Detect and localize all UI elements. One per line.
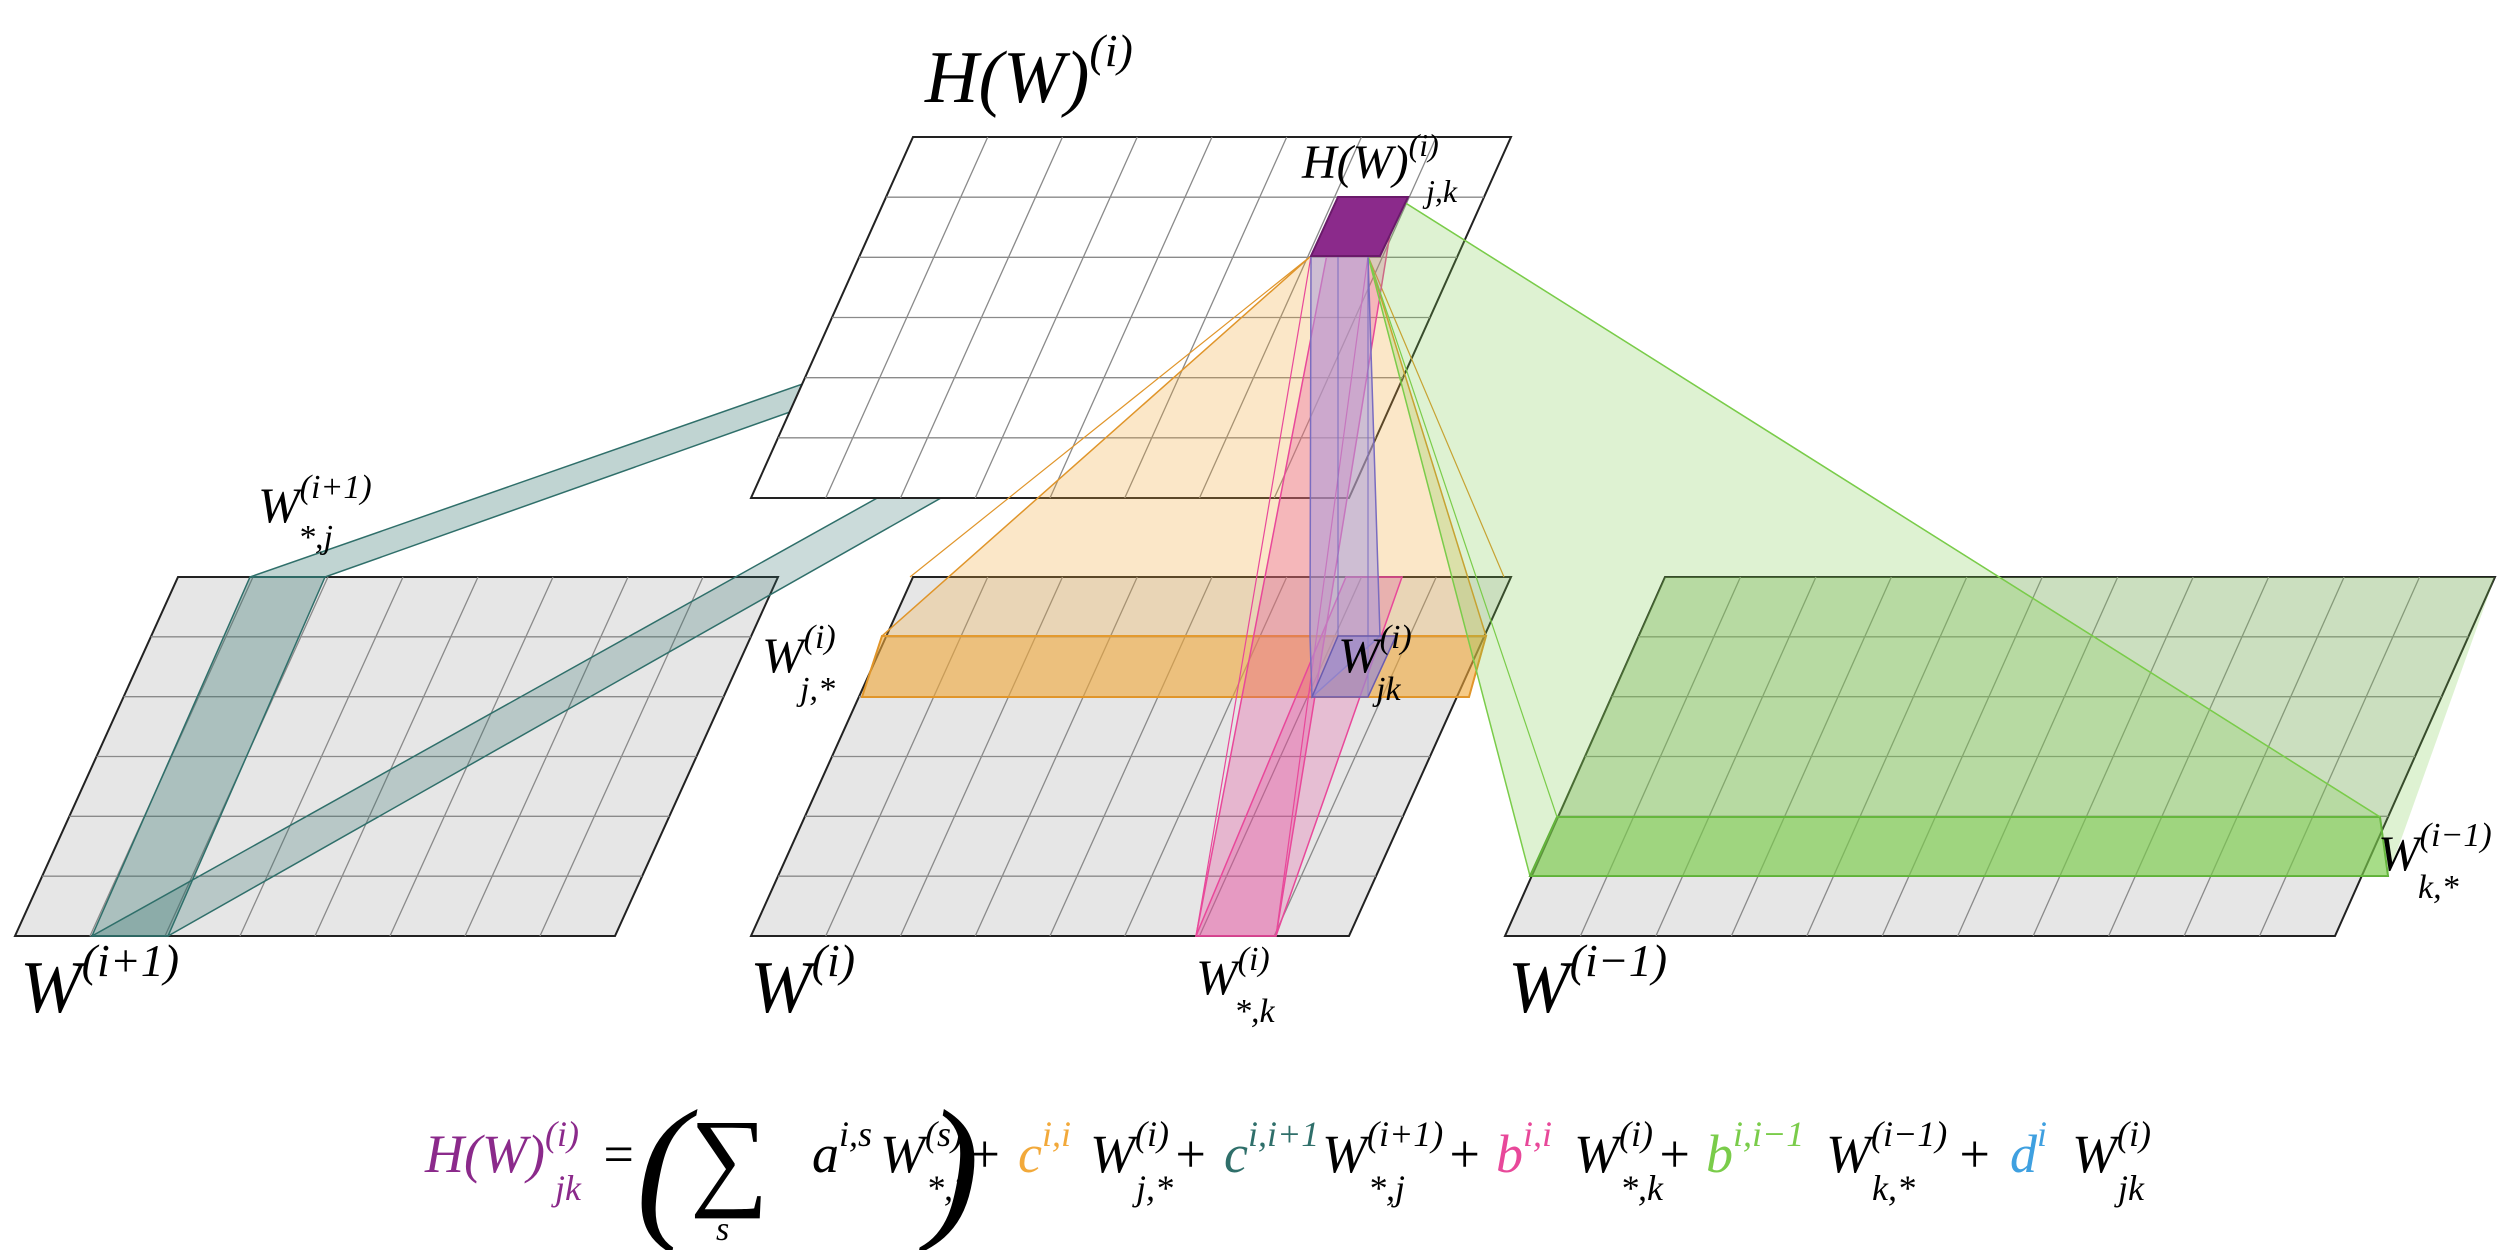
eq-t2-term: W(i+1) [1322, 1114, 1443, 1184]
label-left-column-sub: *,j [298, 519, 333, 556]
eq-plus-5: + [1956, 1124, 1992, 1184]
eq-t4-coef: bi,i−1 [1706, 1114, 1804, 1184]
eq-t2-term-sub: *,j [1368, 1168, 1405, 1208]
label-left-column: W(i+1) [258, 469, 372, 533]
eq-plus-2: + [1172, 1124, 1208, 1184]
eq-equals: = [600, 1124, 636, 1184]
green-row-highlight [1528, 816, 2390, 877]
label-left-matrix: W(i+1) [20, 935, 179, 1029]
eq-t2-coef: ci,i+1 [1224, 1114, 1319, 1184]
label-mid-cell-sub: jk [1372, 671, 1401, 708]
mid-cell-highlight [1310, 635, 1398, 698]
green-projection [1367, 195, 2495, 877]
output-cell-highlight [1309, 196, 1410, 257]
eq-t4-term-sub: k,* [1872, 1168, 1915, 1208]
eq-sigma: ∑ [690, 1097, 768, 1219]
eq-lhs-sub: jk [551, 1168, 582, 1208]
label-right-matrix: W(i−1) [1508, 935, 1667, 1029]
eq-t3-term: W(i) [1574, 1114, 1653, 1184]
label-right-row-sub: k,* [2418, 869, 2459, 906]
matrix-h-w-i-grid [778, 136, 1484, 499]
label-mid-cell: W(i) [1338, 619, 1412, 683]
label-right-row: W(i−1) [2378, 817, 2492, 881]
eq-t3-term-sub: *,k [1620, 1168, 1664, 1208]
eq-plus-4: + [1656, 1124, 1692, 1184]
eq-t5-term: W(i) [2072, 1114, 2151, 1184]
eq-t1-term: W(i) [1090, 1114, 1169, 1184]
label-mid-row-sub: j,* [796, 671, 835, 708]
label-mid-row: W(i) [762, 619, 836, 683]
blue-cell-prism [1309, 255, 1398, 699]
label-top-cell-sub: j,k [1422, 173, 1458, 209]
eq-t1-term-sub: j,* [1132, 1168, 1173, 1208]
eq-t1-coef: ci,i [1018, 1114, 1071, 1184]
eq-t3-coef: bi,i [1496, 1114, 1552, 1184]
equation: H(W)(i) jk = ( ∑ s ai,s W(s) *,* ) + ci,… [424, 1077, 2151, 1250]
matrix-w-i-plus-1-grid [13, 576, 780, 937]
label-top-matrix: H(W)(i) [924, 25, 1133, 119]
matrix-labels: H(W)(i) H(W)(i) j,k W(i+1) W(i) W(i−1) W… [20, 25, 2492, 1030]
eq-sigma-sub: s [716, 1211, 729, 1248]
label-mid-column: W(i) [1196, 941, 1270, 1005]
eq-close-paren: ) [918, 1077, 979, 1250]
eq-t4-term: W(i−1) [1826, 1114, 1947, 1184]
label-top-cell: H(W)(i) [1301, 127, 1439, 189]
eq-lhs: H(W)(i) [424, 1114, 579, 1184]
eq-t5-coef: di [2010, 1114, 2047, 1184]
eq-plus-1: + [966, 1124, 1002, 1184]
eq-sum-coef: ai,s [812, 1114, 872, 1184]
eq-open-paren: ( [636, 1077, 698, 1250]
label-mid-column-sub: *,k [1234, 993, 1276, 1030]
green-matrix-overlay [1530, 577, 2495, 876]
eq-t5-term-sub: jk [2114, 1168, 2145, 1208]
weight-matrices [13, 576, 2497, 937]
label-mid-matrix: W(i) [750, 935, 855, 1029]
eq-sum-term: W(s) [880, 1114, 963, 1184]
eq-plus-3: + [1446, 1124, 1482, 1184]
eq-sum-term-sub: *,* [926, 1168, 971, 1208]
